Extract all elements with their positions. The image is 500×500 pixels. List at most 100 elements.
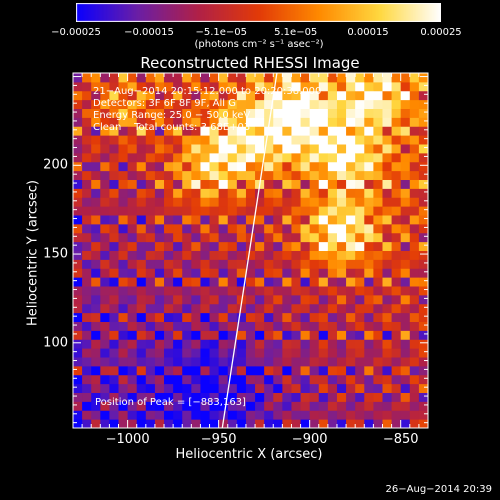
heatmap-cell <box>291 268 302 278</box>
heatmap-cell <box>409 152 420 163</box>
heatmap-cell <box>118 383 129 393</box>
heatmap-cell <box>200 135 211 145</box>
heatmap-cell <box>91 215 101 225</box>
heatmap-cell <box>118 250 129 260</box>
heatmap-cell <box>82 383 92 393</box>
heatmap-cell <box>191 188 201 198</box>
heatmap-cell <box>145 206 156 216</box>
heatmap-cell <box>291 392 302 402</box>
heatmap-cell <box>364 392 374 402</box>
heatmap-cell <box>164 277 174 287</box>
heatmap-cell <box>164 197 174 207</box>
heatmap-cell <box>400 374 411 385</box>
heatmap-cell <box>82 215 92 225</box>
heatmap-cell <box>154 312 165 322</box>
heatmap-cell <box>400 152 411 163</box>
heatmap-cell <box>382 188 393 198</box>
heatmap-cell <box>209 383 220 393</box>
heatmap-cell <box>245 170 256 180</box>
heatmap-cell <box>100 179 110 189</box>
heatmap-cell <box>191 250 201 260</box>
heatmap-cell <box>373 339 383 349</box>
heatmap-cell <box>336 401 347 411</box>
heatmap-cell <box>364 73 374 83</box>
heatmap-cell <box>400 206 411 216</box>
heatmap-cell <box>391 286 402 296</box>
heatmap-cell <box>136 374 147 385</box>
heatmap-cell <box>209 223 220 234</box>
heatmap-cell <box>118 348 129 358</box>
heatmap-cell <box>218 241 229 251</box>
heatmap-cell <box>91 383 101 393</box>
heatmap-cell <box>100 410 110 420</box>
heatmap-cell <box>100 277 110 287</box>
heatmap-cell <box>127 259 138 269</box>
heatmap-cell <box>364 170 374 180</box>
heatmap-cell <box>327 126 338 136</box>
heatmap-cell <box>182 277 192 287</box>
heatmap-cell <box>154 294 165 305</box>
heatmap-cell <box>355 126 365 136</box>
heatmap-cell <box>236 410 247 420</box>
heatmap-cell <box>236 419 247 429</box>
heatmap-cell <box>364 99 374 109</box>
heatmap-cell <box>218 321 229 331</box>
heatmap-cell <box>245 223 256 234</box>
heatmap-cell <box>218 99 229 109</box>
heatmap-cell <box>127 108 138 118</box>
heatmap-cell <box>327 357 338 367</box>
heatmap-cell <box>127 73 138 83</box>
heatmap-cell <box>300 126 311 136</box>
heatmap-cell <box>373 303 383 314</box>
heatmap-cell <box>273 161 283 172</box>
heatmap-cell <box>309 303 320 314</box>
heatmap-cell <box>264 294 274 305</box>
heatmap-cell <box>364 188 374 198</box>
heatmap-cell <box>109 232 120 243</box>
heatmap-cell <box>300 383 311 393</box>
heatmap-cell <box>346 410 356 420</box>
heatmap-cell <box>418 232 429 243</box>
heatmap-cell <box>200 170 211 180</box>
heatmap-cell <box>364 383 374 393</box>
heatmap-cell <box>127 232 138 243</box>
heatmap-cell <box>282 365 292 376</box>
heatmap-cell <box>373 152 383 163</box>
heatmap-cell <box>154 410 165 420</box>
heatmap-cell <box>364 135 374 145</box>
heatmap-cell <box>218 206 229 216</box>
heatmap-cell <box>245 73 256 83</box>
heatmap-cell <box>382 152 393 163</box>
heatmap-cell <box>200 383 211 393</box>
heatmap-cell <box>73 330 83 340</box>
heatmap-cell <box>173 357 183 367</box>
heatmap-cell <box>191 170 201 180</box>
heatmap-cell <box>300 321 311 331</box>
heatmap-cell <box>364 419 374 429</box>
heatmap-cell <box>118 144 129 154</box>
heatmap-cell <box>245 215 256 225</box>
heatmap-cell <box>127 90 138 101</box>
heatmap-cell <box>264 312 274 322</box>
heatmap-cell <box>100 241 110 251</box>
heatmap-cell <box>382 197 393 207</box>
heatmap-cell <box>282 312 292 322</box>
heatmap-cell <box>300 348 311 358</box>
heatmap-cell <box>182 259 192 269</box>
heatmap-cell <box>391 303 402 314</box>
heatmap-cell <box>100 303 110 314</box>
heatmap-cell <box>382 410 393 420</box>
colorbar-tick-label: −0.00015 <box>124 27 174 38</box>
heatmap-cell <box>346 339 356 349</box>
heatmap-cell <box>136 277 147 287</box>
heatmap-cell <box>391 330 402 340</box>
heatmap-cell <box>291 197 302 207</box>
heatmap-cell <box>291 117 302 127</box>
heatmap-cell <box>327 294 338 305</box>
heatmap-cell <box>227 383 238 393</box>
heatmap-cell <box>382 374 393 385</box>
heatmap-cell <box>136 206 147 216</box>
heatmap-cell <box>182 99 192 109</box>
heatmap-cell <box>400 365 411 376</box>
heatmap-cell <box>82 312 92 322</box>
